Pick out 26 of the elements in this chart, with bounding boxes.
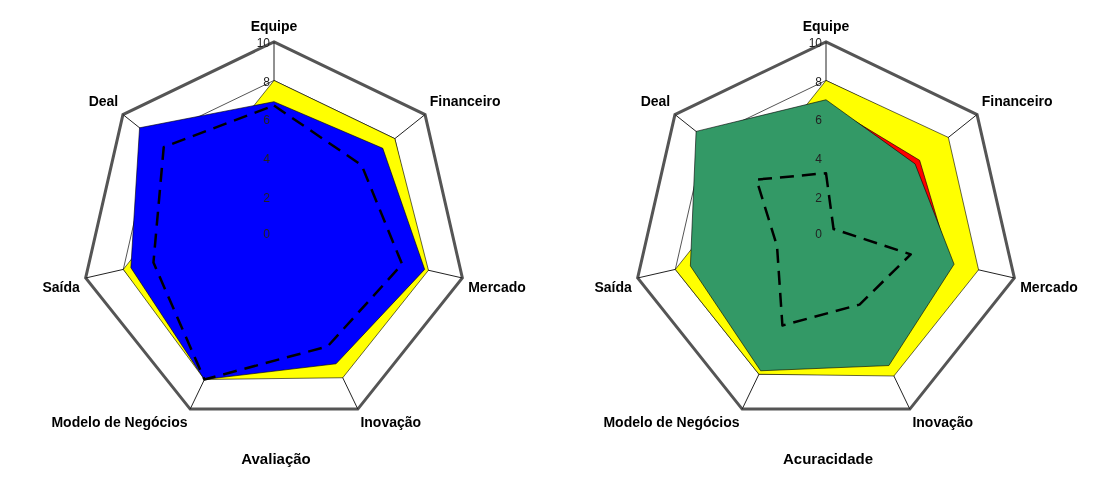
spoke-label: Inovação <box>360 413 422 430</box>
y-tick-label: 2 <box>815 190 823 205</box>
y-tick-label: 6 <box>815 113 823 128</box>
y-tick-label: 8 <box>263 74 271 89</box>
y-tick-label: 0 <box>815 227 823 242</box>
spoke-label: Financeiro <box>981 93 1053 110</box>
spoke-label: Saída <box>594 278 632 295</box>
y-tick-label: 8 <box>815 74 823 89</box>
spoke-label: Financeiro <box>429 93 501 110</box>
spoke-label: Modelo de Negócios <box>603 413 740 430</box>
y-tick-label: 6 <box>263 113 271 128</box>
text: Acuracidade <box>782 450 874 468</box>
text: Avaliação <box>241 450 311 468</box>
spoke-label: Modelo de Negócios <box>51 413 188 430</box>
spoke-label: Deal <box>88 93 119 110</box>
spoke-label: Equipe <box>250 18 298 35</box>
y-tick-label: 4 <box>815 152 823 167</box>
y-tick-label: 0 <box>263 227 271 242</box>
spoke-label: Mercado <box>1020 278 1078 295</box>
y-tick-label: 2 <box>263 190 271 205</box>
spoke-label: Inovação <box>912 413 974 430</box>
spoke-label: Equipe <box>802 18 850 35</box>
spoke-label: Saída <box>42 278 80 295</box>
spoke-label: Mercado <box>468 278 526 295</box>
spoke-label: Deal <box>640 93 671 110</box>
y-tick-label: 4 <box>263 152 271 167</box>
